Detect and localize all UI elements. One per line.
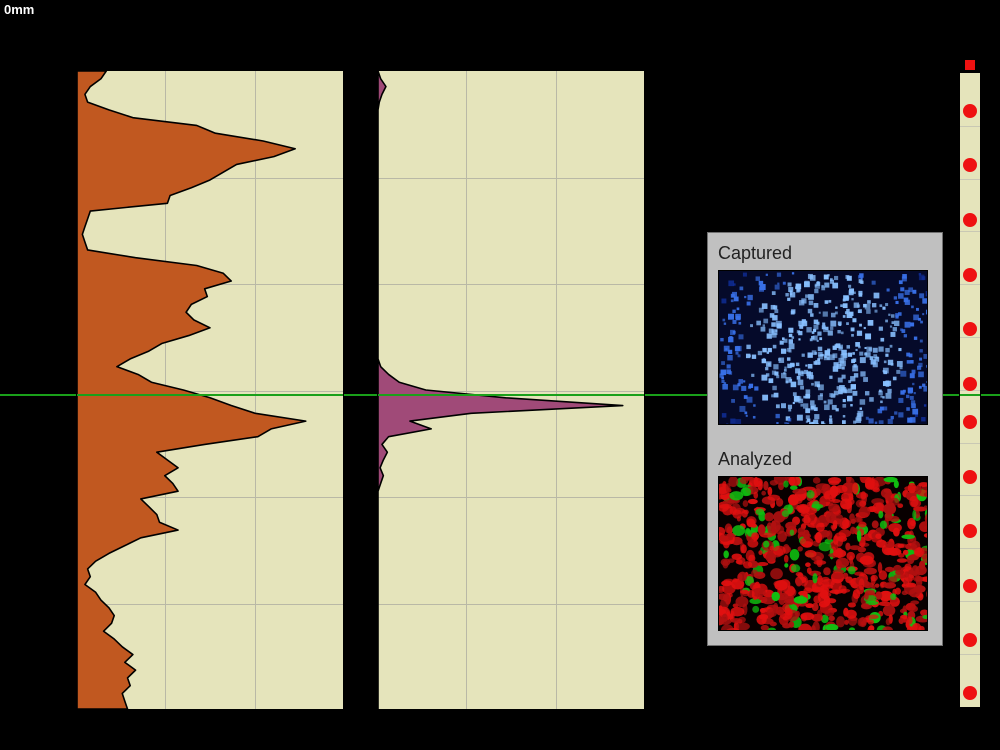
captured-thumbnail[interactable]: [718, 270, 928, 425]
profile-panel-left[interactable]: [76, 70, 344, 710]
strip-dot[interactable]: [963, 213, 977, 227]
depth-label: 0mm: [4, 2, 34, 17]
strip-dot[interactable]: [963, 268, 977, 282]
analyzed-label: Analyzed: [718, 449, 932, 470]
strip-dot[interactable]: [963, 633, 977, 647]
strip-dot[interactable]: [963, 415, 977, 429]
strip-dot[interactable]: [963, 686, 977, 700]
analyzed-thumbnail[interactable]: [718, 476, 928, 631]
strip-dot[interactable]: [963, 158, 977, 172]
strip-marker-square[interactable]: [965, 60, 975, 70]
captured-label: Captured: [718, 243, 932, 264]
position-strip[interactable]: [959, 72, 981, 708]
strip-dot[interactable]: [963, 377, 977, 391]
strip-dot[interactable]: [963, 524, 977, 538]
image-preview-panel: Captured Analyzed: [707, 232, 943, 646]
strip-dot[interactable]: [963, 470, 977, 484]
strip-dot[interactable]: [963, 322, 977, 336]
profile-panel-right[interactable]: [377, 70, 645, 710]
strip-dot[interactable]: [963, 104, 977, 118]
app-root: { "canvas": { "width": 1000, "height": 7…: [0, 0, 1000, 750]
strip-dot[interactable]: [963, 579, 977, 593]
